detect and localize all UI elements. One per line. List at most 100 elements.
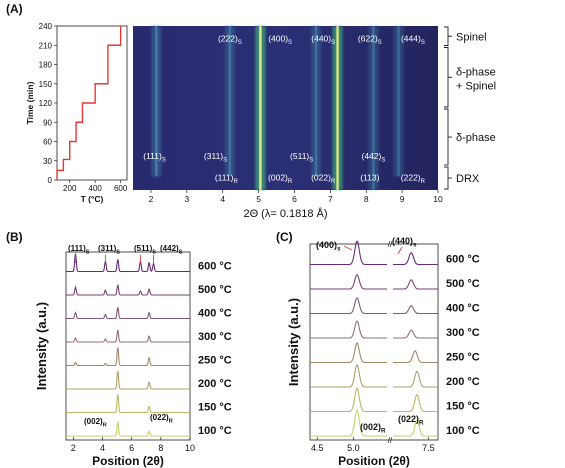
panel-b-ylabel: Intensity (a.u.) xyxy=(34,302,49,390)
heatmap-xlabel: 2Θ (λ= 0.1818 Å) xyxy=(243,207,327,220)
ramp-ylabel: Time (min) xyxy=(25,81,35,124)
phase-bracket xyxy=(444,26,452,46)
annotation-label: (002)R xyxy=(84,417,107,429)
heatmap-peak-label: (111)S xyxy=(143,151,166,164)
heatmap-xtick-label: 10 xyxy=(433,194,443,204)
phase-label: DRX xyxy=(456,173,480,185)
panel-c-frame xyxy=(309,243,439,441)
temperature-label: 150 °C xyxy=(446,401,480,413)
heatmap-xtick-label: 6 xyxy=(292,194,297,204)
pattern-trace xyxy=(66,329,190,343)
ramp-ytick-label: 150 xyxy=(39,80,53,89)
heatmap-peak-label: (622)S xyxy=(358,33,382,46)
panel-b-letter: (B) xyxy=(6,230,23,244)
pattern-trace xyxy=(310,240,438,266)
pattern-trace xyxy=(66,284,190,296)
temperature-label: 400 °C xyxy=(446,303,480,315)
temperature-label: 400 °C xyxy=(198,308,232,320)
pattern-trace xyxy=(66,393,190,414)
temperature-label: 100 °C xyxy=(198,425,232,437)
heatmap-peak xyxy=(372,26,375,190)
temperature-label: 300 °C xyxy=(198,331,232,343)
heatmap-background xyxy=(133,26,438,190)
heatmap-peak-label: (222)R xyxy=(401,173,426,186)
panel-b-patterns: 600 °C 500 °C 400 °C 300 °C 250 °C 200 °C 150 … xyxy=(34,244,232,468)
annotation-label: (022)R xyxy=(398,414,424,427)
ramp-line xyxy=(56,26,122,180)
annotation-arrow xyxy=(397,246,403,255)
ramp-ytick-label: 30 xyxy=(43,157,52,166)
ramp-panel: 0 30 60 90 120 150 180 210 240 200 400 600 T (°C) Tim… xyxy=(25,22,128,204)
panel-c-patterns: 600 °C 500 °C 400 °C 300 °C 250 °C 200 °C 150 … xyxy=(286,236,480,468)
pattern-trace xyxy=(310,387,438,413)
panel-b-frame xyxy=(65,251,191,441)
pattern-trace xyxy=(310,364,438,388)
axis-break-gap xyxy=(387,245,393,439)
pattern-trace xyxy=(310,297,438,315)
heatmap-peak xyxy=(155,26,158,177)
pattern-trace xyxy=(310,274,438,290)
heatmap-peak-label: (444)S xyxy=(401,33,425,46)
panel-c-xtick-label: 7.5 xyxy=(422,443,435,453)
annotation-label: (400)s xyxy=(316,240,341,253)
annotation-label: (311)S xyxy=(98,244,120,256)
temperature-label: 600 °C xyxy=(446,254,480,266)
temperature-label: 150 °C xyxy=(198,402,232,414)
panel-b-xtick-label: 6 xyxy=(129,443,134,453)
panel-a-letter: (A) xyxy=(6,2,23,16)
phase-bracket xyxy=(444,166,452,190)
temperature-label: 300 °C xyxy=(446,327,480,339)
temperature-label: 600 °C xyxy=(198,261,232,273)
heatmap-peak-label: (113) xyxy=(360,173,379,183)
pattern-trace xyxy=(66,346,190,367)
heatmap-peak xyxy=(336,26,339,190)
phase-label: δ-phase xyxy=(456,66,496,78)
panel-c-xlabel: Position (2θ) xyxy=(338,454,410,468)
phase-label: + Spinel xyxy=(456,80,496,92)
temperature-label: 100 °C xyxy=(446,425,480,437)
heatmap-peak-label: (222)S xyxy=(218,33,242,46)
axis-break-mark: // xyxy=(388,436,393,445)
heatmap-peak-label: (442)S xyxy=(362,151,386,164)
temperature-label: 200 °C xyxy=(446,376,480,388)
pattern-trace xyxy=(310,342,438,364)
temperature-label: 500 °C xyxy=(446,278,480,290)
phase-label: δ-phase xyxy=(456,132,496,144)
heatmap-peak-label: (511)S xyxy=(290,151,313,164)
phase-bracket xyxy=(444,108,452,166)
ramp-ytick-label: 90 xyxy=(43,118,52,127)
ramp-xtick-label: 600 xyxy=(114,184,128,193)
heatmap-xtick-label: 5 xyxy=(256,194,261,204)
ramp-ytick-label: 0 xyxy=(48,176,53,185)
panel-c-letter: (C) xyxy=(276,230,293,244)
ramp-xtick-label: 200 xyxy=(63,184,77,193)
annotation-label: (442)S xyxy=(160,244,183,256)
pattern-trace xyxy=(66,253,190,273)
panel-b-xtick-label: 4 xyxy=(100,443,105,453)
panel-b-xtick-label: 2 xyxy=(71,443,76,453)
ramp-xlabel: T (°C) xyxy=(81,194,104,204)
heatmap-panel: (222)S (400)S (440)S (622)S (444)S (111)S (311… xyxy=(133,26,496,220)
annotation-label: (022)R xyxy=(150,413,173,425)
panel-b-xlabel: Position (2θ) xyxy=(92,454,164,468)
heatmap-peak-label: (440)S xyxy=(311,33,335,46)
ramp-ytick-label: 60 xyxy=(43,138,52,147)
temperature-label: 250 °C xyxy=(198,355,232,367)
annotation-arrow xyxy=(343,245,353,251)
heatmap-xtick-label: 9 xyxy=(400,194,405,204)
heatmap-peak-label: (400)S xyxy=(268,33,292,46)
temperature-label: 500 °C xyxy=(198,284,232,296)
heatmap-peak xyxy=(314,26,318,177)
heatmap-peak xyxy=(228,26,232,177)
heatmap-xtick-label: 2 xyxy=(149,194,154,204)
annotation-label: (002)R xyxy=(360,422,386,435)
heatmap-xtick-label: 4 xyxy=(220,194,225,204)
heatmap-xtick-label: 7 xyxy=(328,194,333,204)
phase-bracket xyxy=(444,47,452,108)
heatmap-peak xyxy=(397,26,400,177)
ramp-ytick-label: 120 xyxy=(39,99,53,108)
heatmap-xtick-label: 3 xyxy=(184,194,189,204)
ramp-ytick-label: 210 xyxy=(39,41,53,50)
heatmap-peak-label: (002)R xyxy=(268,173,293,186)
